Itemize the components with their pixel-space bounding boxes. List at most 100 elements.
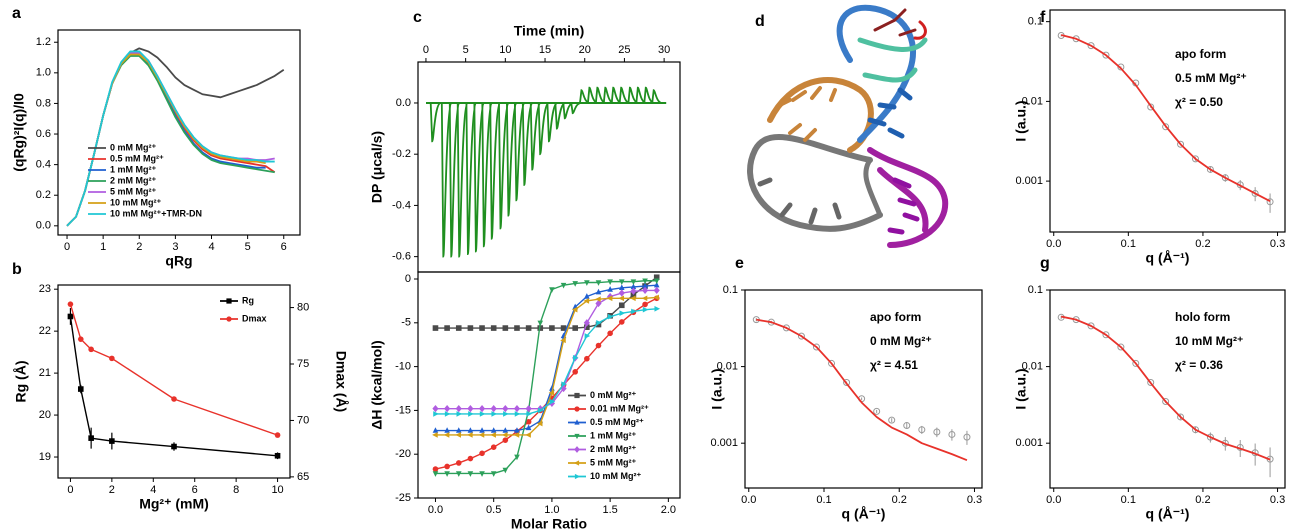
marker: [514, 427, 520, 433]
marker: [467, 432, 473, 438]
marker: [607, 313, 614, 320]
marker: [536, 420, 543, 427]
x-tick-label: 2: [109, 484, 115, 496]
x-tick-label: 25: [618, 44, 630, 56]
marker: [432, 466, 439, 472]
y-axis-label: Rg (Å): [13, 361, 29, 403]
x-tick-label: 8: [233, 484, 239, 496]
data-point: [1147, 103, 1155, 111]
marker: [583, 319, 590, 327]
marker: [595, 299, 602, 308]
marker: [572, 325, 578, 331]
legend-label: 10 mM Mg²⁺+TMR-DN: [110, 208, 202, 218]
annotation: 0 mM Mg²⁺: [870, 334, 932, 348]
legend-label: 0.5 mM Mg²⁺: [590, 417, 644, 427]
y-tick-label: 0.6: [36, 128, 51, 140]
marker: [653, 286, 660, 295]
marker: [607, 330, 613, 337]
marker: [641, 286, 649, 295]
data-line: [435, 284, 657, 432]
y2-tick-label: 65: [297, 471, 309, 483]
y-tick-label: 0.001: [1015, 175, 1043, 187]
panel-label: e: [735, 255, 744, 272]
marker: [561, 381, 567, 387]
marker: [572, 355, 579, 361]
x-tick-label: 0.2: [1195, 494, 1210, 506]
y-tick-label: 0.0: [396, 97, 411, 109]
data-line: [435, 280, 657, 475]
x-tick-label: 0.3: [967, 494, 982, 506]
bases-blue: [867, 87, 913, 139]
backbone-green: [857, 37, 928, 83]
marker: [573, 460, 580, 466]
data-point: [1147, 378, 1155, 386]
marker: [525, 405, 532, 413]
marker: [607, 286, 613, 292]
data-point: [1102, 331, 1110, 339]
marker: [574, 419, 580, 425]
y-tick-label: -10: [395, 361, 411, 373]
y2-tick-label: 80: [297, 301, 309, 313]
legend-label: Rg: [242, 295, 254, 305]
legend-label: 5 mM Mg²⁺: [110, 186, 156, 196]
y-tick-label: 1.2: [36, 36, 51, 48]
x-axis-label: q (Å⁻¹): [842, 506, 886, 522]
marker: [606, 295, 613, 302]
marker: [642, 306, 649, 313]
data-point: [1206, 165, 1214, 173]
annotation: χ² = 4.51: [870, 358, 918, 372]
marker: [595, 288, 602, 295]
marker: [455, 432, 461, 438]
marker: [455, 460, 462, 466]
x-tick-label: 0.2: [892, 494, 907, 506]
y-tick-label: 0.01: [717, 361, 738, 373]
marker: [514, 325, 520, 331]
data-point: [1117, 63, 1125, 71]
marker: [490, 405, 497, 413]
x-tick-label: 0.1: [1121, 494, 1136, 506]
y-tick-label: 0.001: [1015, 437, 1043, 449]
y-tick-label: 0.0: [36, 220, 51, 232]
legend-label: Dmax: [242, 313, 267, 323]
x-tick-label: 0.0: [741, 494, 756, 506]
marker: [526, 411, 532, 417]
y-tick-label: -5: [401, 317, 411, 329]
data-point: [1206, 433, 1214, 441]
x-tick-label: 1: [100, 241, 106, 253]
marker: [444, 411, 451, 417]
data-point: [1251, 189, 1259, 197]
x-tick-label: 4: [208, 241, 214, 253]
x-tick-label: 0.0: [428, 504, 443, 516]
marker: [491, 411, 498, 417]
marker: [432, 432, 438, 438]
marker: [479, 450, 485, 457]
legend-label: 1 mM Mg²⁺: [590, 430, 636, 440]
data-line: [756, 318, 968, 462]
marker: [642, 278, 648, 285]
x-tick-label: 5: [463, 44, 469, 56]
marker: [607, 279, 613, 285]
marker: [549, 287, 555, 293]
marker: [537, 320, 544, 327]
marker: [584, 333, 591, 339]
marker: [502, 437, 509, 443]
marker: [432, 427, 439, 433]
data-point: [1191, 426, 1199, 434]
x-tick-label: 1.0: [544, 504, 559, 516]
bases-gray: [757, 177, 842, 225]
annotation: holo form: [1175, 310, 1230, 324]
marker: [631, 308, 637, 315]
data-point: [782, 324, 790, 332]
marker: [653, 278, 660, 285]
marker: [88, 435, 94, 441]
legend-label: 0 mM Mg²⁺: [110, 142, 156, 152]
data-point: [963, 433, 971, 441]
data-line: [69, 303, 278, 436]
y-tick-label: 21: [39, 367, 51, 379]
data-line: [69, 316, 278, 457]
y-tick-label: -0.4: [392, 199, 411, 211]
marker: [560, 282, 567, 289]
x-tick-label: 0.0: [1046, 494, 1061, 506]
legend-label: 2 mM Mg²⁺: [110, 175, 156, 185]
